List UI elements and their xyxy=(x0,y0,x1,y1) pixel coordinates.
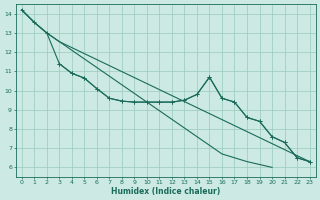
X-axis label: Humidex (Indice chaleur): Humidex (Indice chaleur) xyxy=(111,187,220,196)
